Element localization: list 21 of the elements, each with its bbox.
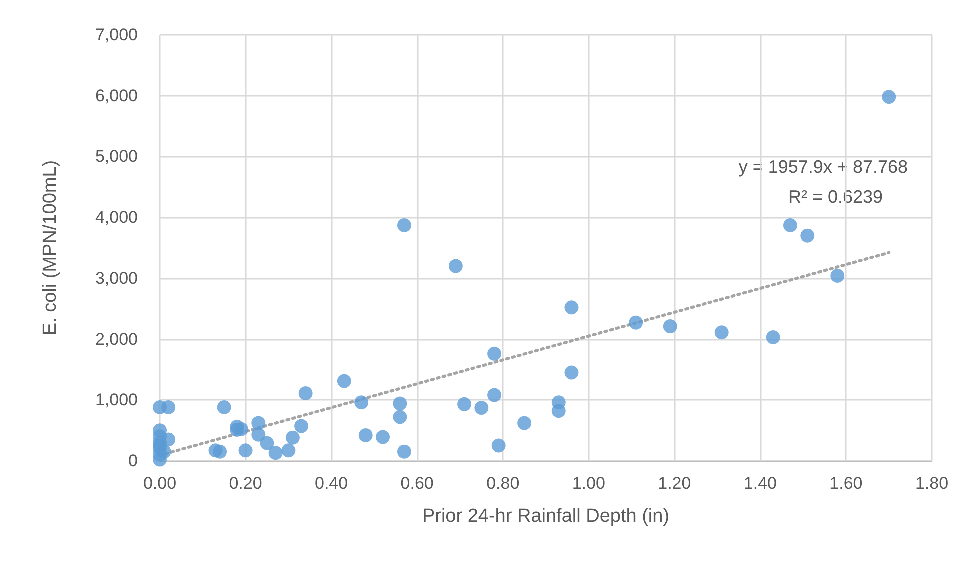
x-tick-label: 1.00	[572, 474, 606, 493]
x-tick-label: 0.40	[315, 474, 348, 493]
y-tick-label: 1,000	[95, 390, 138, 410]
y-tick-label: 2,000	[95, 330, 138, 349]
y-tick-label: 3,000	[95, 268, 138, 288]
y-tick-label: 7,000	[95, 26, 138, 44]
annotation: R² = 0.6239	[788, 187, 883, 207]
y-tick-label: 5,000	[95, 147, 138, 166]
x-tick-label: 1.20	[658, 474, 692, 493]
x-tick-label: 0.60	[400, 474, 434, 493]
x-tick-label: 0.80	[486, 474, 520, 493]
y-tick-label: 6,000	[95, 86, 138, 106]
x-tick-label: 0.00	[143, 474, 177, 493]
y-tick-label: 4,000	[95, 208, 138, 228]
x-axis-title: Prior 24-hr Rainfall Depth (in)	[422, 506, 670, 527]
x-tick-label: 0.20	[229, 474, 262, 493]
y-tick-label: 0	[128, 452, 138, 470]
x-tick-label: 1.60	[830, 474, 863, 493]
x-tick-label: 1.40	[744, 474, 777, 493]
x-tick-label: 1.80	[915, 474, 949, 493]
y-axis-title: E. coli (MPN/100mL)	[40, 160, 61, 336]
